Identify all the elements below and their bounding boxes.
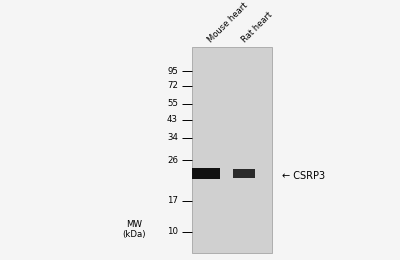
Text: 17: 17 xyxy=(167,196,178,205)
Text: ← CSRP3: ← CSRP3 xyxy=(282,171,325,181)
Text: 95: 95 xyxy=(167,67,178,76)
Text: 10: 10 xyxy=(167,228,178,236)
Text: 72: 72 xyxy=(167,81,178,90)
Text: Rat heart: Rat heart xyxy=(240,10,274,44)
Bar xyxy=(192,47,272,253)
Text: 55: 55 xyxy=(167,100,178,108)
Text: Mouse heart: Mouse heart xyxy=(206,1,249,44)
Text: 43: 43 xyxy=(167,115,178,124)
Bar xyxy=(233,169,255,178)
Text: 34: 34 xyxy=(167,133,178,142)
Text: 26: 26 xyxy=(167,155,178,165)
Text: MW
(kDa): MW (kDa) xyxy=(122,220,146,239)
Bar xyxy=(192,168,220,179)
